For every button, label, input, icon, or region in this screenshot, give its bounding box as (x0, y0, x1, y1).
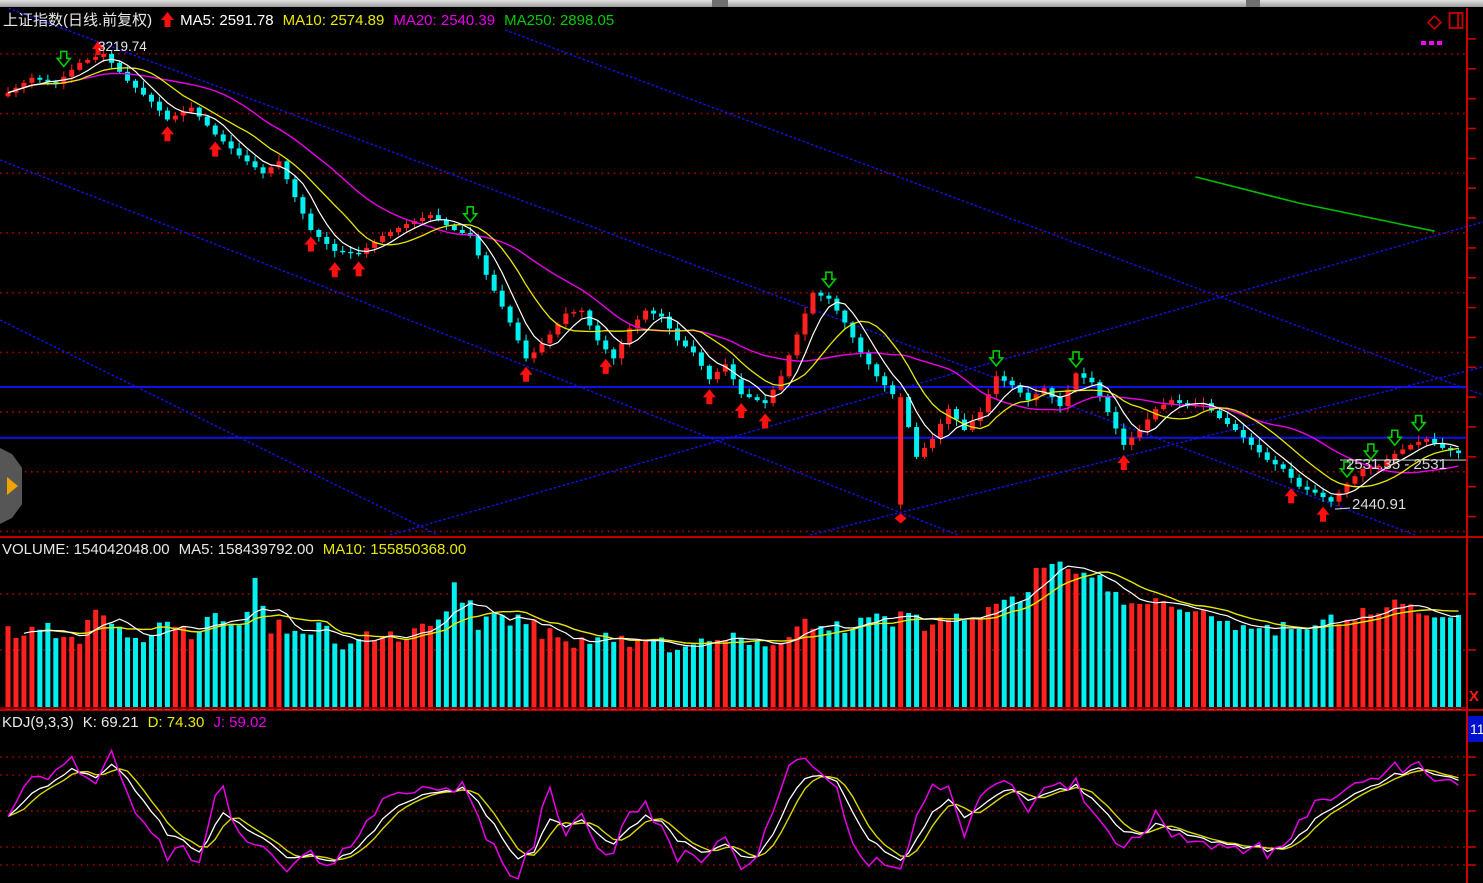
volume-bars-layer (5, 561, 1462, 710)
peak-price-annotation: 3219.74 (98, 39, 147, 54)
titlebar-notch (1246, 0, 1260, 7)
window-restore-icon[interactable] (1448, 11, 1465, 35)
axis-layer (0, 8, 1483, 883)
volume-ma5-label: MA5: 158439792.00 (178, 541, 314, 558)
instrument-title: 上证指数(日线.前复权) (3, 12, 153, 29)
sell-arrow-icon (55, 50, 72, 68)
volume-ma-layer (23, 565, 1459, 647)
buy-arrow-icon (758, 413, 772, 429)
price-ma-layer (7, 58, 1467, 510)
diamond-marker-icon (894, 513, 907, 524)
ma5-value-label: MA5: 2591.78 (180, 12, 274, 29)
sell-arrow-icon (988, 350, 1005, 368)
panel-expand-tab[interactable] (0, 448, 22, 524)
buy-arrow-icon (328, 262, 342, 278)
kdj-d-label: D: 74.30 (147, 714, 205, 731)
diamond-icon[interactable] (1425, 13, 1443, 36)
gridlines-layer (0, 53, 1467, 866)
sell-arrow-icon (1386, 429, 1403, 447)
candles-layer (5, 42, 1462, 510)
volume-value-label: VOLUME: 154042048.00 (2, 541, 170, 558)
volume-header: VOLUME: 154042048.00 MA5: 158439792.00 MA1… (2, 541, 475, 558)
sell-arrow-icon (462, 206, 479, 224)
up-arrow-icon (161, 12, 175, 29)
volume-ma10-label: MA10: 155850368.00 (322, 541, 467, 558)
sell-arrow-icon (820, 271, 838, 289)
ma10-value-label: MA10: 2574.89 (282, 12, 385, 29)
kdj-k-label: K: 69.21 (82, 714, 139, 731)
kdj-layer (7, 748, 1459, 880)
buy-arrow-icon (599, 358, 613, 374)
close-indicator-button[interactable]: X (1469, 688, 1480, 705)
buy-arrow-icon (352, 261, 366, 277)
buy-arrow-icon (519, 366, 533, 382)
buy-arrow-icon (1316, 506, 1330, 522)
more-dots-icon[interactable] (1421, 33, 1443, 51)
kdj-j-label: J: 59.02 (213, 714, 267, 731)
sell-arrow-icon (1362, 443, 1380, 461)
last-range-annotation: 2531.35 - 2531 (1346, 456, 1447, 473)
kdj-name-label: KDJ(9,3,3) (2, 714, 74, 731)
signal-markers-layer (55, 41, 1427, 524)
sell-arrow-icon (1410, 414, 1427, 432)
sell-arrow-icon (1338, 461, 1356, 479)
buy-arrow-icon (208, 141, 222, 157)
buy-arrow-icon (734, 403, 748, 419)
buy-arrow-icon (160, 126, 174, 142)
low-price-annotation: 2440.91 (1352, 496, 1407, 513)
buy-arrow-icon (304, 236, 318, 252)
buy-arrow-icon (1284, 488, 1298, 504)
period-badge[interactable]: 11 (1468, 716, 1483, 742)
expand-arrow-icon (7, 477, 18, 495)
trendlines-layer (0, 8, 1483, 536)
ma20-value-label: MA20: 2540.39 (393, 12, 496, 29)
window-titlebar[interactable] (0, 0, 1483, 7)
ma250-value-label: MA250: 2898.05 (504, 12, 615, 29)
buy-arrow-icon (702, 389, 716, 405)
sell-arrow-icon (1067, 351, 1085, 369)
main-chart-header: 上证指数(日线.前复权) MA5: 2591.78 MA10: 2574.89 MA2… (3, 9, 623, 30)
kdj-header: KDJ(9,3,3) K: 69.21 D: 74.30 J: 59.02 (2, 714, 276, 731)
titlebar-notch (712, 0, 728, 7)
buy-arrow-icon (1117, 455, 1131, 471)
peak-arrow-icon (92, 41, 104, 55)
